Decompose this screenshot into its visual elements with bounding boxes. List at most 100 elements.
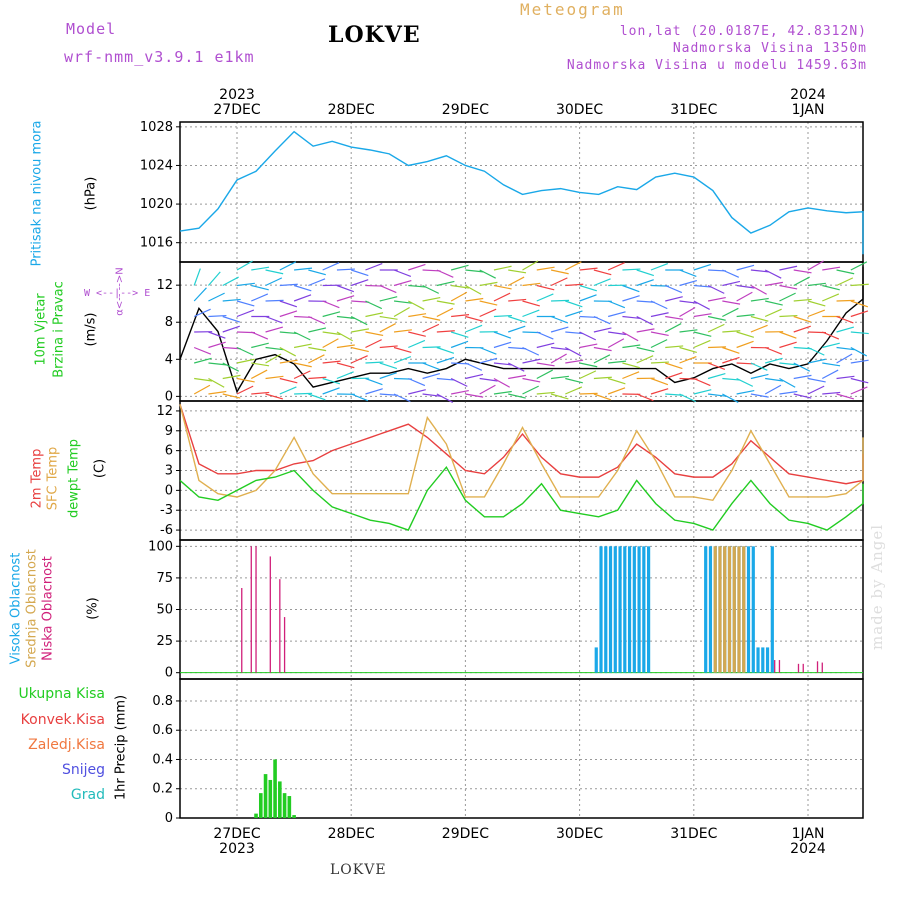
wind-arrow bbox=[636, 328, 655, 333]
wind-arrow bbox=[793, 374, 812, 380]
wind-arrow bbox=[550, 277, 568, 287]
wind-arrow bbox=[265, 277, 283, 287]
wind-arrow bbox=[522, 309, 540, 318]
wind-arrow bbox=[493, 292, 511, 302]
wind-arrow bbox=[522, 346, 540, 356]
wind-arrow bbox=[550, 269, 569, 275]
credit-watermark: made by Angel bbox=[868, 523, 886, 650]
wind-arrow bbox=[722, 377, 741, 381]
y-tick-label: 8 bbox=[165, 315, 173, 330]
wind-arrow bbox=[565, 377, 583, 384]
precip-bar bbox=[278, 781, 282, 818]
wind-arrow bbox=[850, 261, 868, 271]
wind-arrow bbox=[479, 377, 498, 382]
wind-arrow bbox=[579, 331, 597, 341]
wind-arrow bbox=[365, 331, 384, 337]
cloud-label-high: Visoka Oblacnost bbox=[8, 552, 24, 665]
panel-0 bbox=[176, 121, 864, 263]
wind-arrow bbox=[622, 295, 640, 302]
wind-arrow bbox=[379, 372, 397, 380]
wind-arrow bbox=[679, 329, 698, 333]
wind-arrow bbox=[236, 260, 253, 271]
wind-arrow bbox=[465, 297, 484, 302]
wind-arrow bbox=[608, 360, 627, 364]
wind-arrow bbox=[365, 262, 383, 271]
temp-line-2 bbox=[179, 465, 864, 531]
wind-arrow bbox=[365, 312, 384, 318]
wind-arrow bbox=[593, 376, 612, 380]
wind-arrow bbox=[593, 346, 612, 352]
wind-arrow bbox=[693, 313, 712, 318]
wind-arrow bbox=[193, 308, 211, 318]
wind-arrow bbox=[779, 331, 797, 339]
wind-arrow bbox=[308, 346, 327, 352]
top-day-label: 1JAN bbox=[792, 102, 825, 118]
wind-arrow bbox=[650, 377, 669, 386]
wind-arrow bbox=[850, 310, 869, 318]
wind-arrow bbox=[850, 359, 869, 364]
wind-arrow bbox=[265, 315, 283, 324]
wind-arrow bbox=[279, 331, 298, 335]
wind-arrow bbox=[236, 346, 254, 356]
wind-arrow bbox=[807, 260, 824, 271]
wind-arrow bbox=[693, 339, 711, 349]
wind-arrow bbox=[279, 377, 298, 384]
wind-arrow bbox=[536, 293, 554, 302]
wind-arrow bbox=[764, 308, 782, 318]
wind-arrow bbox=[322, 377, 341, 385]
wind-arrow bbox=[693, 300, 710, 310]
wind-arrow bbox=[779, 284, 798, 290]
wind-arrow bbox=[336, 362, 355, 369]
wind-arrow bbox=[565, 283, 584, 287]
wind-arrow bbox=[579, 267, 598, 271]
wind-arrow bbox=[193, 346, 212, 355]
wind-arrow bbox=[622, 284, 640, 293]
cloud-bar-0 bbox=[608, 546, 613, 673]
wind-arrow bbox=[593, 354, 611, 364]
wind-arrow bbox=[750, 269, 769, 273]
wind-arrow bbox=[236, 300, 255, 307]
wind-arrow bbox=[750, 284, 767, 295]
wind-arrow bbox=[479, 384, 496, 395]
wind-arrow bbox=[565, 346, 582, 357]
page-title: LOKVE bbox=[328, 22, 421, 48]
wind-arrow bbox=[236, 282, 255, 287]
wind-arrow bbox=[393, 306, 410, 318]
wind-arrow bbox=[565, 300, 583, 308]
cloud-bar-0 bbox=[627, 546, 632, 673]
wind-arrow bbox=[379, 284, 397, 294]
wind-arrow bbox=[550, 346, 569, 351]
wind-label-b: Brzina i Pravac bbox=[51, 281, 67, 378]
wind-arrow bbox=[465, 269, 484, 273]
wind-arrow bbox=[493, 331, 512, 339]
precip-legend-convective: Konvek.Kisa bbox=[20, 712, 105, 728]
wind-arrow bbox=[736, 314, 755, 318]
cloud-bar-0 bbox=[746, 546, 751, 673]
wind-arrow bbox=[508, 325, 526, 333]
wind-arrow bbox=[579, 362, 598, 368]
wind-arrow bbox=[365, 377, 383, 386]
wind-arrow bbox=[679, 279, 697, 287]
wind-arrow bbox=[593, 269, 612, 276]
wind-arrow bbox=[579, 370, 597, 380]
wind-arrow bbox=[722, 280, 741, 287]
wind-arrow bbox=[707, 296, 726, 302]
wind-arrow bbox=[279, 261, 297, 271]
wind-arrow bbox=[636, 315, 654, 326]
wind-arrow bbox=[293, 362, 312, 368]
wind-arrow bbox=[222, 374, 241, 380]
wind-arrow bbox=[336, 268, 355, 271]
wind-arrow bbox=[293, 343, 312, 349]
wind-arrow bbox=[508, 374, 527, 380]
wind-arrow bbox=[222, 393, 241, 399]
wind-arrow bbox=[793, 276, 810, 287]
y-tick-label: 0 bbox=[165, 811, 173, 826]
wind-arrow bbox=[664, 323, 682, 333]
panel-4 bbox=[176, 678, 864, 819]
wind-arrow bbox=[779, 377, 796, 388]
wind-arrow bbox=[836, 353, 853, 364]
wind-arrow bbox=[693, 331, 712, 337]
wind-arrow bbox=[836, 277, 854, 287]
precip-bar bbox=[258, 793, 263, 818]
precip-legend-hail: Grad bbox=[70, 787, 105, 803]
